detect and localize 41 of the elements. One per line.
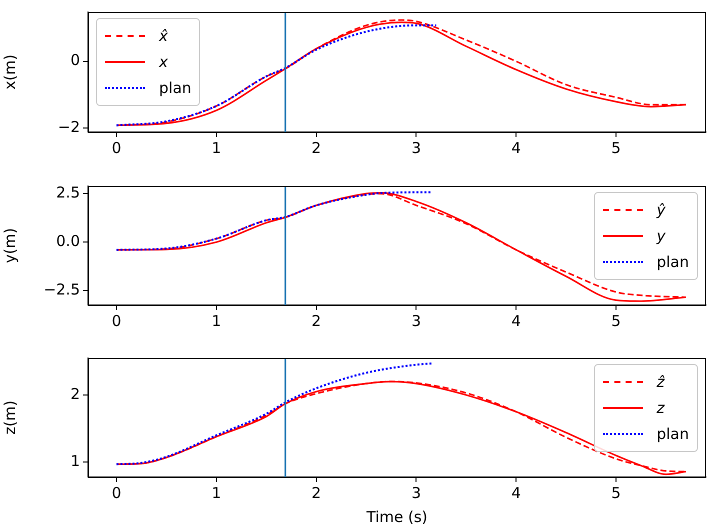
x-tick-label: 3 [411,312,422,330]
x-tick-label: 2 [312,312,322,330]
x-tick-label: 3 [411,138,422,157]
legend-label: x [159,52,168,73]
legend-label: ẑ [656,372,664,393]
y-tick-label: 0.0 [56,232,80,250]
legend-label: ŷ [656,200,666,221]
legend-label: plan [159,78,192,99]
y-axis-title: y(m) [0,228,19,264]
x-tick-label: 5 [611,312,621,330]
x-tick-label: 1 [212,312,222,330]
x-tick-label: 5 [611,138,621,157]
x-tick-label: 2 [312,484,322,502]
line-series [115,362,434,466]
legend-label: plan [656,252,689,273]
x-tick-label: 4 [511,312,521,330]
y-tick-label: 2 [70,384,80,403]
x-tick-label: 1 [212,484,222,502]
y-tick-label: 1 [70,452,80,470]
x-tick-label: 0 [112,138,122,157]
x-tick-label: 5 [611,484,621,502]
legend-label: z [656,398,664,419]
legend-label: y [656,226,666,247]
legend-label: plan [656,424,689,445]
x-tick-label: 3 [411,484,422,502]
x-tick-label: 2 [312,138,322,157]
y-tick-label: 2.5 [56,184,80,202]
y-axis-title: z(m) [0,400,19,435]
line-series [115,24,438,126]
x-tick-label: 4 [511,138,521,157]
legend-label: x̂ [159,26,168,47]
x-axis-title: Time (s) [366,508,428,526]
line-series [115,191,432,251]
y-axis-title: x(m) [0,54,19,90]
y-tick-label: −2 [58,118,80,136]
y-tick-label: −2.5 [44,280,80,298]
x-tick-label: 4 [511,484,521,502]
x-tick-label: 0 [112,312,122,330]
x-tick-label: 0 [112,484,122,502]
x-tick-label: 1 [212,138,222,157]
y-tick-label: 0 [70,51,80,70]
